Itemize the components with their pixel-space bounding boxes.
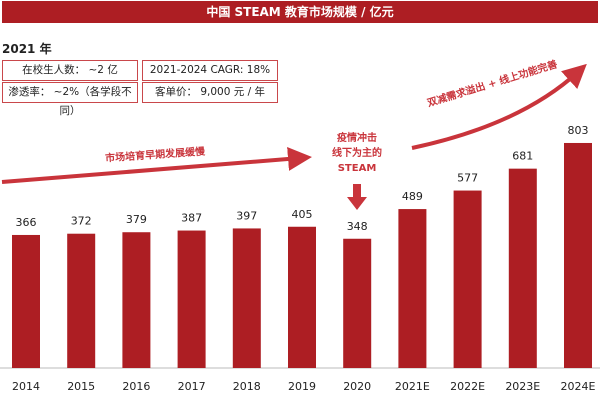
cagr-box: 2021-2024 CAGR: 18% — [142, 60, 278, 81]
x-tick-2023E: 2023E — [505, 380, 540, 393]
bar-2022E — [453, 190, 482, 368]
data-label-2021E: 489 — [402, 190, 423, 203]
bar-2024E — [564, 142, 592, 368]
chart-title: 中国 STEAM 教育市场规模 / 亿元 — [2, 1, 598, 23]
bar-2014 — [12, 234, 40, 368]
x-tick-2020: 2020 — [343, 380, 371, 393]
students-box: 在校生人数： ~2 亿 — [2, 60, 138, 81]
annotation-covid: 疫情冲击 线下为主的 STEAM — [332, 133, 382, 174]
bar-2019 — [288, 226, 316, 368]
bar-2017 — [177, 230, 206, 368]
bar-2023E — [508, 168, 537, 368]
trend-arrow-growth — [411, 63, 587, 150]
x-tick-2017: 2017 — [178, 380, 206, 393]
penetration-box: 渗透率： ~2%（各学段不同） — [2, 82, 138, 117]
price-box: 客单价： 9,000 元 / 年 — [142, 82, 278, 103]
data-label-2024E: 803 — [568, 124, 589, 137]
data-label-2015: 372 — [71, 215, 92, 228]
x-tick-2019: 2019 — [288, 380, 316, 393]
bar-2021E — [398, 209, 427, 368]
x-tick-2021E: 2021E — [395, 380, 430, 393]
bar-2020 — [343, 238, 372, 368]
trend-arrow-early — [1, 146, 312, 184]
bar-2016 — [122, 232, 151, 368]
data-label-2019: 405 — [292, 208, 313, 221]
data-label-2018: 397 — [236, 209, 257, 222]
data-label-2023E: 681 — [512, 150, 533, 163]
x-tick-2015: 2015 — [67, 380, 95, 393]
year-label: 2021 年 — [2, 42, 52, 56]
data-label-2016: 379 — [126, 213, 147, 226]
data-label-2017: 387 — [181, 212, 202, 225]
x-tick-2018: 2018 — [233, 380, 261, 393]
x-tick-2024E: 2024E — [561, 380, 596, 393]
x-tick-2016: 2016 — [122, 380, 150, 393]
x-tick-2014: 2014 — [12, 380, 40, 393]
data-label-2022E: 577 — [457, 172, 478, 185]
bar-2018 — [232, 228, 261, 368]
x-tick-2022E: 2022E — [450, 380, 485, 393]
bar-2015 — [67, 233, 96, 368]
data-label-2020: 348 — [347, 220, 368, 233]
down-arrow-head — [347, 197, 367, 210]
data-label-2014: 366 — [16, 216, 37, 229]
